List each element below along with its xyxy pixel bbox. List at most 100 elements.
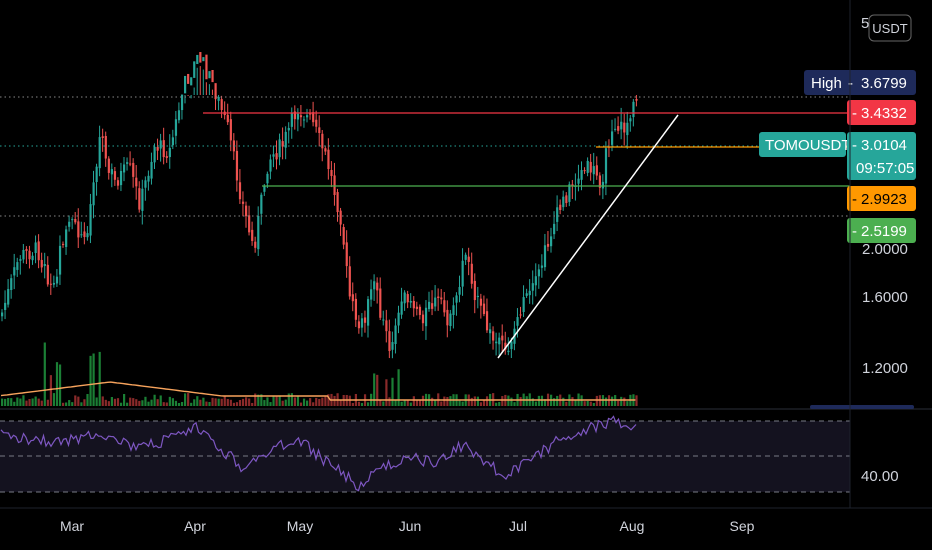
volume-bar [16, 397, 19, 406]
volume-bar [245, 397, 248, 406]
volume-bar [168, 396, 171, 406]
candle-body [4, 302, 7, 310]
candle [141, 179, 144, 225]
volume-bar [254, 393, 257, 406]
candle [272, 145, 275, 168]
volume-bar [95, 397, 98, 406]
volume-bar [123, 393, 126, 406]
candle-body [40, 259, 43, 268]
candle-body [373, 281, 376, 290]
volume-bar [126, 402, 129, 406]
candle-body [68, 221, 71, 227]
volume-bar [193, 399, 196, 406]
volume-bar [272, 396, 275, 406]
candle-body [620, 121, 623, 130]
volume-bar [266, 397, 269, 406]
candle-body [485, 311, 489, 331]
volume-bar [351, 402, 354, 406]
axis-top-label: 5 [861, 15, 869, 32]
candle-body [568, 184, 571, 202]
candle-body [531, 283, 534, 291]
volume-bar [482, 399, 486, 406]
candle-body [357, 321, 361, 329]
candle-body [571, 184, 574, 186]
candle [101, 128, 104, 152]
candle [586, 157, 589, 177]
candle-body [415, 306, 418, 309]
volume-bar [626, 401, 629, 406]
candle [293, 105, 296, 130]
candle [379, 277, 382, 321]
candle-body [540, 265, 544, 268]
orange-price-tag: - 2.9923 [847, 186, 916, 211]
candle [306, 108, 309, 123]
candle-body [495, 341, 498, 344]
candle-body [248, 215, 251, 233]
candle-body [260, 194, 263, 214]
candle [138, 181, 141, 213]
candle-body [623, 122, 626, 133]
candle [147, 170, 150, 191]
currency-badge[interactable]: USDT [868, 14, 912, 42]
candle [367, 296, 370, 338]
volume-bar [116, 398, 120, 406]
candle [232, 133, 235, 160]
candle [62, 241, 65, 248]
candle-body [254, 241, 257, 248]
candle-body [336, 192, 339, 213]
candle-body [275, 153, 278, 160]
candle-body [397, 312, 400, 326]
candle [501, 324, 504, 352]
candle [123, 156, 126, 182]
volume-bar [290, 393, 293, 406]
candle [397, 305, 400, 334]
candle [418, 304, 422, 320]
candle-body [110, 169, 113, 175]
candle-body [287, 127, 290, 131]
candle-body [498, 337, 501, 345]
volume-bar [513, 402, 516, 406]
candle [98, 125, 101, 177]
candle [171, 129, 174, 150]
candle-body [400, 301, 403, 315]
candle [281, 127, 284, 160]
volume-bar [260, 394, 263, 406]
candle-body [208, 71, 211, 79]
candle [238, 169, 242, 204]
volume-bar [537, 395, 540, 406]
candle-body [421, 314, 425, 324]
volume-bar [367, 402, 370, 406]
candle [19, 255, 22, 275]
candle [339, 207, 342, 236]
candle-body [147, 175, 150, 182]
current-price-value: 3.0104 [861, 137, 907, 154]
candle [614, 118, 617, 132]
candle-body [98, 137, 101, 169]
candle [556, 195, 559, 232]
volume-bar [543, 399, 547, 406]
volume-bar [473, 396, 476, 406]
y-tick-label: 2.0000 [862, 241, 908, 258]
volume-bar [382, 401, 385, 406]
volume-bar [144, 396, 147, 406]
candle-body [129, 163, 132, 165]
candle-body [278, 139, 281, 158]
candle-body [342, 227, 345, 245]
candle [315, 110, 318, 133]
pane-resize-handle[interactable] [810, 405, 914, 409]
candle-body [321, 133, 324, 149]
ascending-trendline[interactable] [497, 114, 679, 359]
candle-body [522, 297, 525, 313]
candle-body [7, 288, 10, 305]
volume-bar [391, 377, 394, 406]
candle-body [43, 264, 46, 267]
volume-bar [531, 398, 534, 406]
candle [71, 217, 74, 230]
volume-bar [574, 400, 577, 406]
candle-body [409, 300, 412, 303]
candle-body [226, 114, 229, 123]
volume-bar [440, 401, 443, 406]
candle [412, 296, 415, 317]
volume-bar [565, 401, 568, 406]
